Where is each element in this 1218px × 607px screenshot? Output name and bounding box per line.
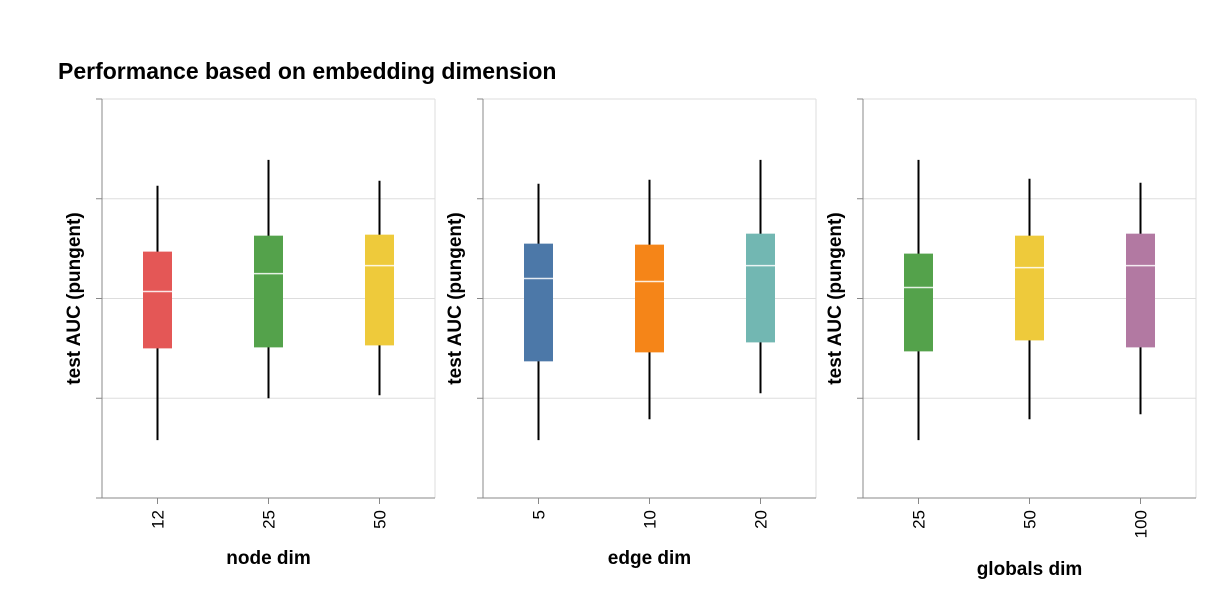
box-20 [746,233,775,343]
x-tick-label: 20 [752,510,771,529]
box-50 [1015,235,1044,341]
x-axis-title: node dim [226,548,310,569]
x-axis-title: globals dim [977,559,1083,580]
x-axis-title: edge dim [608,548,691,569]
box-5 [524,243,553,362]
y-axis-title: test AUC (pungent) [825,212,846,384]
y-axis-title: test AUC (pungent) [64,212,85,384]
box-12 [143,251,172,349]
x-tick-label: 10 [641,510,660,529]
x-tick-label: 50 [371,510,390,529]
box-25 [254,235,283,348]
panel-3: test AUC (pungent) 25 50 100 globals dim [825,98,1197,580]
box-25 [904,253,933,352]
x-tick-label: 25 [910,510,929,529]
box-100 [1126,233,1155,348]
x-tick-label: 50 [1021,510,1040,529]
x-tick-label: 100 [1132,510,1151,538]
x-tick-label: 12 [149,510,168,529]
panel-2: test AUC (pungent) 5 10 20 edge dim [445,98,817,569]
box-50 [365,234,394,346]
panel-1: test AUC (pungent) 12 25 50 node dim [64,98,436,569]
y-axis-title: test AUC (pungent) [445,212,466,384]
box-10 [635,244,664,353]
chart-title: Performance based on embedding dimension [58,58,556,84]
x-tick-label: 25 [260,510,279,529]
x-tick-label: 5 [530,510,549,519]
